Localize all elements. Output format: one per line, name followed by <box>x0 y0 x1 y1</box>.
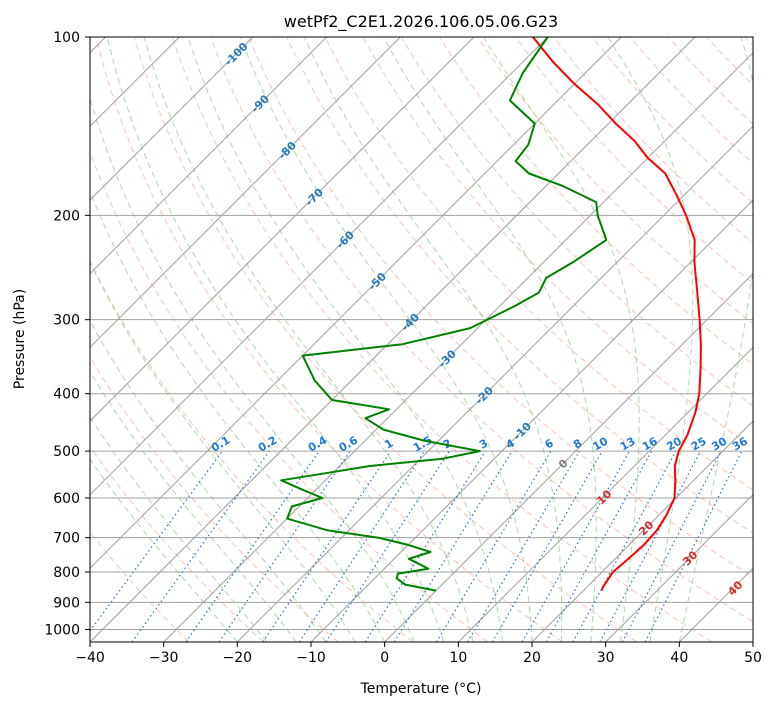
dry-adiabat <box>90 356 339 642</box>
y-tick-label: 200 <box>53 208 80 224</box>
dry-adiabat <box>553 37 753 244</box>
isotherm <box>90 37 401 349</box>
y-tick-label: 800 <box>53 565 80 581</box>
dry-adiabat <box>744 37 753 47</box>
mixing-ratio-line <box>466 450 580 642</box>
temperature-line <box>532 37 702 591</box>
isotherm <box>90 37 622 570</box>
dry-adiabat <box>706 37 753 86</box>
mixing-ratio-line <box>393 450 513 642</box>
x-tick-label: 30 <box>597 650 615 666</box>
mixing-ratio-line <box>325 450 450 642</box>
moist-adiabat <box>90 189 386 642</box>
isotherm <box>90 37 328 275</box>
mixing-ratio-line <box>521 450 631 642</box>
moist-adiabat <box>187 37 503 642</box>
moist-adiabat <box>678 37 753 642</box>
dry-adiabat <box>668 37 753 125</box>
grid-layer <box>90 37 753 642</box>
dry-adiabat <box>400 37 753 407</box>
isotherm <box>90 37 696 642</box>
x-tick-label: 20 <box>523 650 541 666</box>
isotherm-label: -50 <box>366 270 389 293</box>
moist-adiabat <box>90 370 297 642</box>
mixing-ratio-line <box>435 450 552 642</box>
x-tick-label: −30 <box>149 650 179 666</box>
dry-adiabat-label: 10 <box>594 487 614 507</box>
mixing-ratio-line <box>131 450 270 642</box>
isotherm <box>752 641 753 642</box>
dry-adiabat <box>210 37 753 623</box>
dry-adiabat <box>90 531 190 642</box>
x-tick-label: −40 <box>75 650 105 666</box>
x-axis-label: Temperature (°C) <box>360 681 482 697</box>
dry-adiabat <box>324 37 753 491</box>
mixing-ratio-line <box>298 450 425 642</box>
x-tick-label: −20 <box>223 650 253 666</box>
moist-adiabat <box>239 37 533 642</box>
dry-adiabat <box>629 37 753 165</box>
isotherm <box>384 272 753 642</box>
mixing-ratio-line <box>599 450 702 642</box>
y-tick-label: 500 <box>53 444 80 460</box>
y-tick-label: 1000 <box>44 622 80 638</box>
x-tick-label: −10 <box>296 650 326 666</box>
dry-adiabat <box>515 37 753 284</box>
isotherm <box>457 346 753 642</box>
moist-adiabat <box>90 260 356 642</box>
moist-adiabat <box>303 37 563 642</box>
y-tick-label: 900 <box>53 595 80 611</box>
moist-adiabat <box>90 458 238 642</box>
y-tick-label: 600 <box>53 491 80 507</box>
dry-adiabat <box>362 37 753 449</box>
mixing-ratio-line <box>185 450 320 642</box>
x-tick-label: 50 <box>744 650 762 666</box>
plot-frame <box>89 36 754 643</box>
dry-adiabat <box>133 37 638 642</box>
mixing-ratio-line <box>572 450 677 642</box>
isotherm <box>163 51 753 642</box>
dry-adiabat <box>90 259 414 642</box>
moist-adiabat <box>90 416 268 642</box>
x-tick-label: 0 <box>380 650 389 666</box>
mixing-ratio-label: 6 <box>543 436 556 451</box>
moist-adiabat <box>383 37 597 642</box>
isotherm-label: -20 <box>473 384 496 407</box>
moist-adiabat <box>90 319 327 642</box>
dry-adiabat-label: 40 <box>725 578 745 598</box>
isotherm <box>90 37 475 422</box>
moist-adiabat <box>482 37 640 642</box>
isotherm <box>90 37 254 201</box>
y-tick-label: 700 <box>53 531 80 547</box>
mixing-ratio-line <box>545 450 653 642</box>
mixing-ratio-line <box>644 450 743 642</box>
dry-adiabat <box>438 37 753 366</box>
isotherm <box>310 199 753 642</box>
chart-title: wetPf2_C2E1.2026.106.05.06.G23 <box>284 12 558 32</box>
isotherm <box>90 37 549 496</box>
mixing-ratio-line <box>491 450 603 642</box>
isotherm <box>236 125 753 642</box>
y-tick-label: 100 <box>53 30 80 46</box>
dry-adiabat <box>95 37 563 642</box>
isotherm-label: -80 <box>276 139 299 162</box>
dewpoint-line <box>280 37 608 592</box>
mixing-ratio-line <box>364 450 486 642</box>
x-tick-label: 40 <box>670 650 688 666</box>
y-tick-label: 300 <box>53 313 80 329</box>
moist-adiabat <box>106 37 445 642</box>
y-axis-label: Pressure (hPa) <box>12 289 28 389</box>
data-series-layer <box>280 37 702 592</box>
isotherm <box>531 420 753 642</box>
moist-adiabat <box>143 37 474 642</box>
dry-adiabat <box>248 37 753 578</box>
axis-layer: −40 −30 −20 −10 0 10 20 30 40 50 100 200 300 400 500 60… <box>44 30 762 666</box>
y-tick-label: 400 <box>53 387 80 403</box>
isotherm <box>605 493 753 642</box>
dry-adiabat <box>90 445 264 642</box>
x-tick-label: 10 <box>449 650 467 666</box>
moist-adiabat <box>607 37 694 642</box>
